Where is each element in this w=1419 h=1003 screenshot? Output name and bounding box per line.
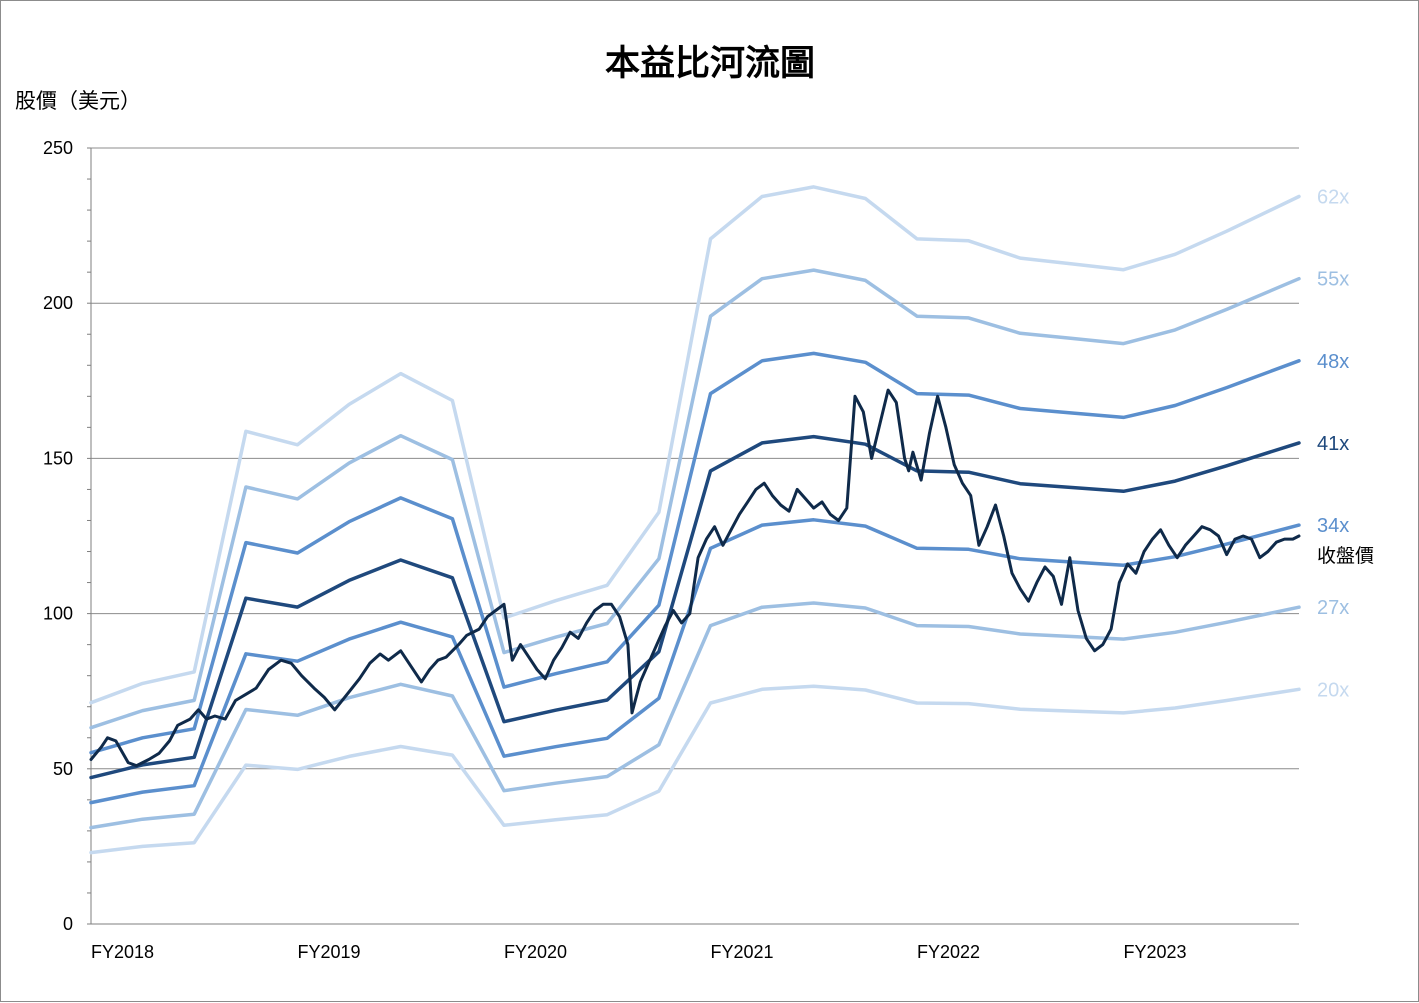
x-tick-label: FY2018 (91, 942, 154, 962)
pe-band-48x (89, 351, 1301, 755)
price-line (89, 388, 1301, 768)
y-tick-label: 150 (43, 448, 73, 468)
pe-band-34x (89, 518, 1301, 805)
y-tick-label: 50 (53, 759, 73, 779)
pe-band-27x (89, 601, 1301, 830)
pe-band-41x (89, 434, 1301, 780)
pe-band-55x (89, 268, 1301, 730)
band-label-41x: 41x (1317, 433, 1349, 455)
band-label-62x: 62x (1317, 187, 1349, 209)
y-tick-label: 0 (63, 914, 73, 934)
price-series (89, 388, 1301, 768)
x-tick-label: FY2023 (1123, 942, 1186, 962)
chart-title: 本益比河流圖 (605, 44, 815, 84)
y-tick-label: 250 (43, 138, 73, 158)
band-label-48x: 48x (1317, 351, 1349, 373)
pe-band-20x (89, 684, 1301, 855)
x-tick-label: FY2022 (917, 942, 980, 962)
y-tick-label: 100 (43, 604, 73, 624)
x-tick-label: FY2021 (710, 942, 773, 962)
price-label: 收盤價 (1317, 545, 1374, 567)
y-tick-label: 200 (43, 293, 73, 313)
x-tick-label: FY2020 (504, 942, 567, 962)
x-tick-label: FY2019 (297, 942, 360, 962)
series-labels: 62x 55x 48x 41x 34x 27x 20x 收盤價 (1317, 187, 1374, 702)
band-label-20x: 20x (1317, 679, 1349, 701)
band-label-27x: 27x (1317, 597, 1349, 619)
band-label-34x: 34x (1317, 515, 1349, 537)
axes: 0 50 100 150 200 250 FY2018 FY2019 FY2020 FY2021 F… (43, 138, 1299, 962)
pe-band-62x (89, 185, 1301, 705)
pe-bands (89, 185, 1301, 855)
band-label-55x: 55x (1317, 269, 1349, 291)
y-axis-label: 股價（美元） (15, 89, 141, 113)
